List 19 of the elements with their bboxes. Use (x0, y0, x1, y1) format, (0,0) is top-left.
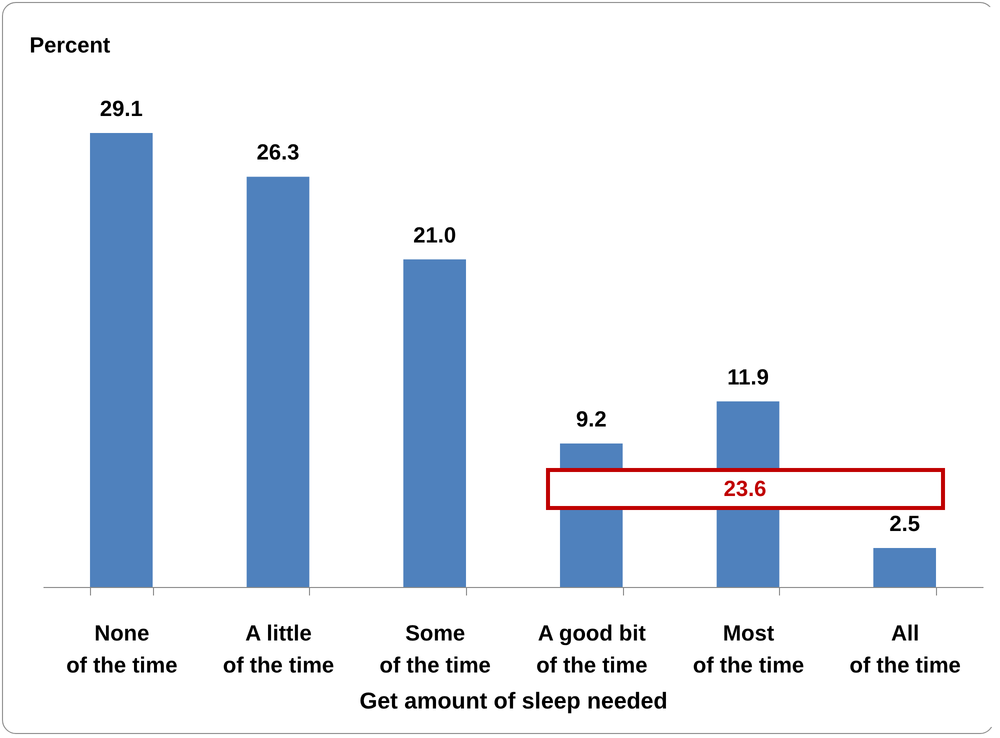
data-label: 21.0 (413, 222, 456, 248)
x-axis-title: Get amount of sleep needed (360, 688, 668, 714)
data-label: 26.3 (256, 140, 300, 165)
annotation: 23.6 (724, 476, 766, 501)
data-label: 2.5 (889, 511, 920, 536)
bar (246, 176, 310, 587)
data-label: 9.2 (576, 406, 607, 432)
data-label: 11.9 (727, 364, 769, 390)
data-label: 29.1 (100, 96, 143, 122)
x-tick-label: A good bit of the time (536, 620, 648, 678)
bar (403, 259, 466, 587)
x-tick-label: Some of the time (380, 620, 491, 678)
bar (90, 133, 153, 587)
x-tick-label: Most of the time (692, 620, 804, 678)
x-tick-label: A little of the time (222, 620, 334, 678)
bar (873, 548, 936, 587)
x-tick-label: All of the time (850, 620, 961, 678)
x-tick-label: None of the time (66, 620, 178, 678)
y-axis-title: Percent (30, 32, 111, 58)
